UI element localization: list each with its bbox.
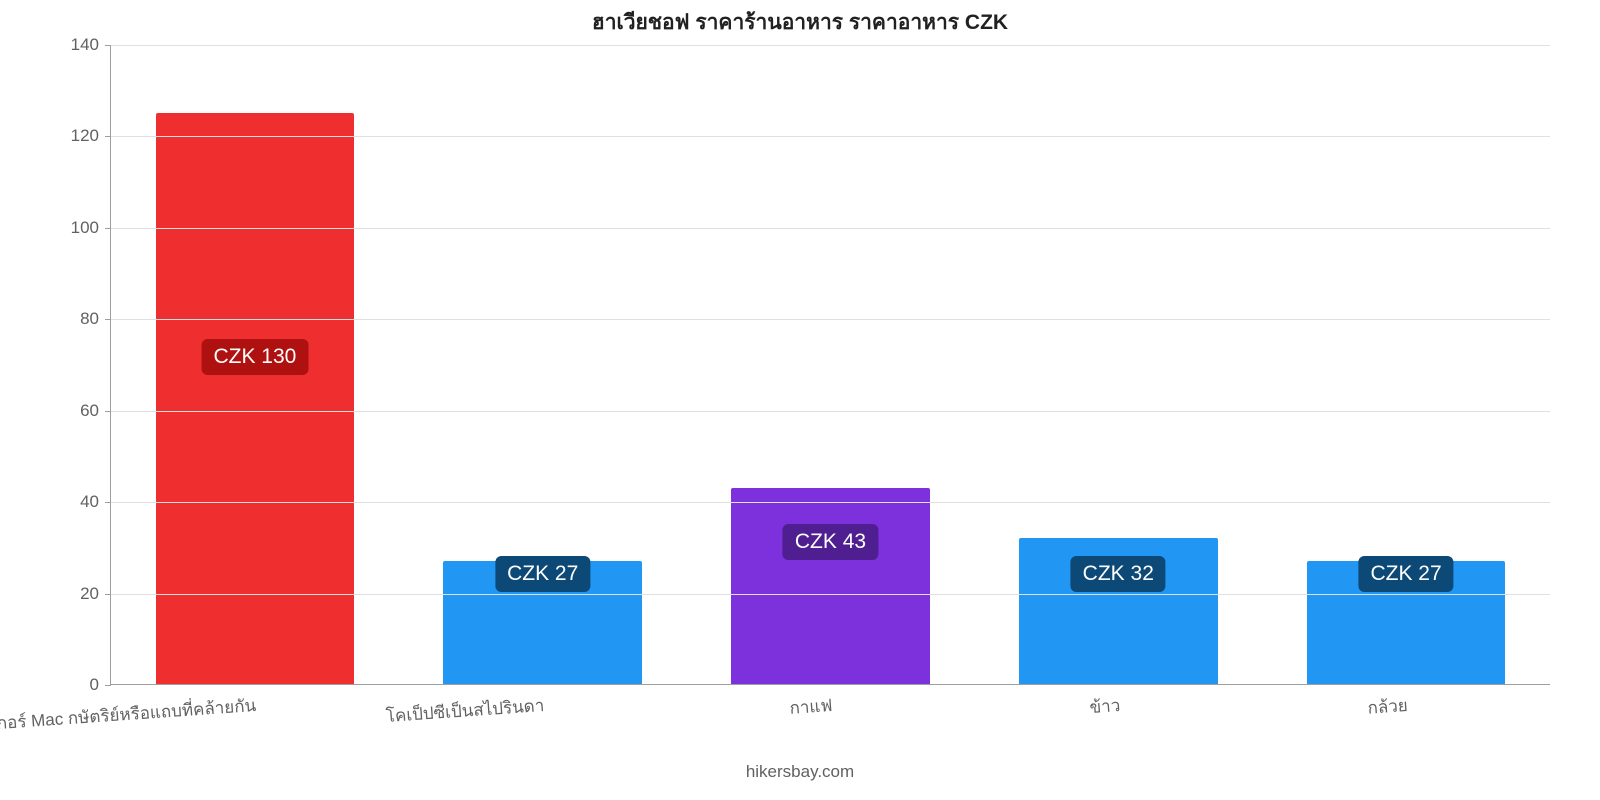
ytick-label: 40 [51,492,111,512]
plot-area: CZK 130เบอร์เกอร์ Mac กษัตริย์หรือแถบที่… [110,45,1550,685]
ytick-label: 100 [51,218,111,238]
chart-container: ฮาเวียชอฟ ราคาร้านอาหาร ราคาอาหาร CZK CZ… [0,0,1600,800]
chart-title: ฮาเวียชอฟ ราคาร้านอาหาร ราคาอาหาร CZK [0,6,1600,39]
grid-line [111,594,1550,595]
ytick-label: 120 [51,126,111,146]
bar [731,488,930,684]
ytick-label: 140 [51,35,111,55]
grid-line [111,136,1550,137]
bar-slot: CZK 130เบอร์เกอร์ Mac กษัตริย์หรือแถบที่… [111,45,399,684]
bar-value-label: CZK 43 [783,524,878,560]
bar-value-label: CZK 130 [201,339,308,375]
grid-line [111,319,1550,320]
ytick-label: 80 [51,309,111,329]
bar-slot: CZK 27กล้วย [1262,45,1550,684]
bar [156,113,355,684]
bar-slot: CZK 43กาแฟ [687,45,975,684]
grid-line [111,228,1550,229]
grid-line [111,502,1550,503]
xaxis-label: กาแฟ [788,692,833,722]
ytick-label: 60 [51,401,111,421]
ytick-label: 20 [51,584,111,604]
bar-value-label: CZK 27 [1358,556,1453,592]
xaxis-label: โคเป็ปซีเป็นสไปรินดา [385,692,545,730]
bar-slot: CZK 27โคเป็ปซีเป็นสไปรินดา [399,45,687,684]
ytick-label: 0 [51,675,111,695]
grid-line [111,411,1550,412]
bar-value-label: CZK 32 [1071,556,1166,592]
xaxis-label: ข้าว [1088,692,1121,721]
xaxis-label: เบอร์เกอร์ Mac กษัตริย์หรือแถบที่คล้ายกั… [0,692,257,740]
xaxis-label: กล้วย [1367,692,1409,722]
bar-value-label: CZK 27 [495,556,590,592]
grid-line [111,45,1550,46]
bar-slot: CZK 32ข้าว [974,45,1262,684]
attribution-text: hikersbay.com [0,762,1600,782]
bars-group: CZK 130เบอร์เกอร์ Mac กษัตริย์หรือแถบที่… [111,45,1550,684]
